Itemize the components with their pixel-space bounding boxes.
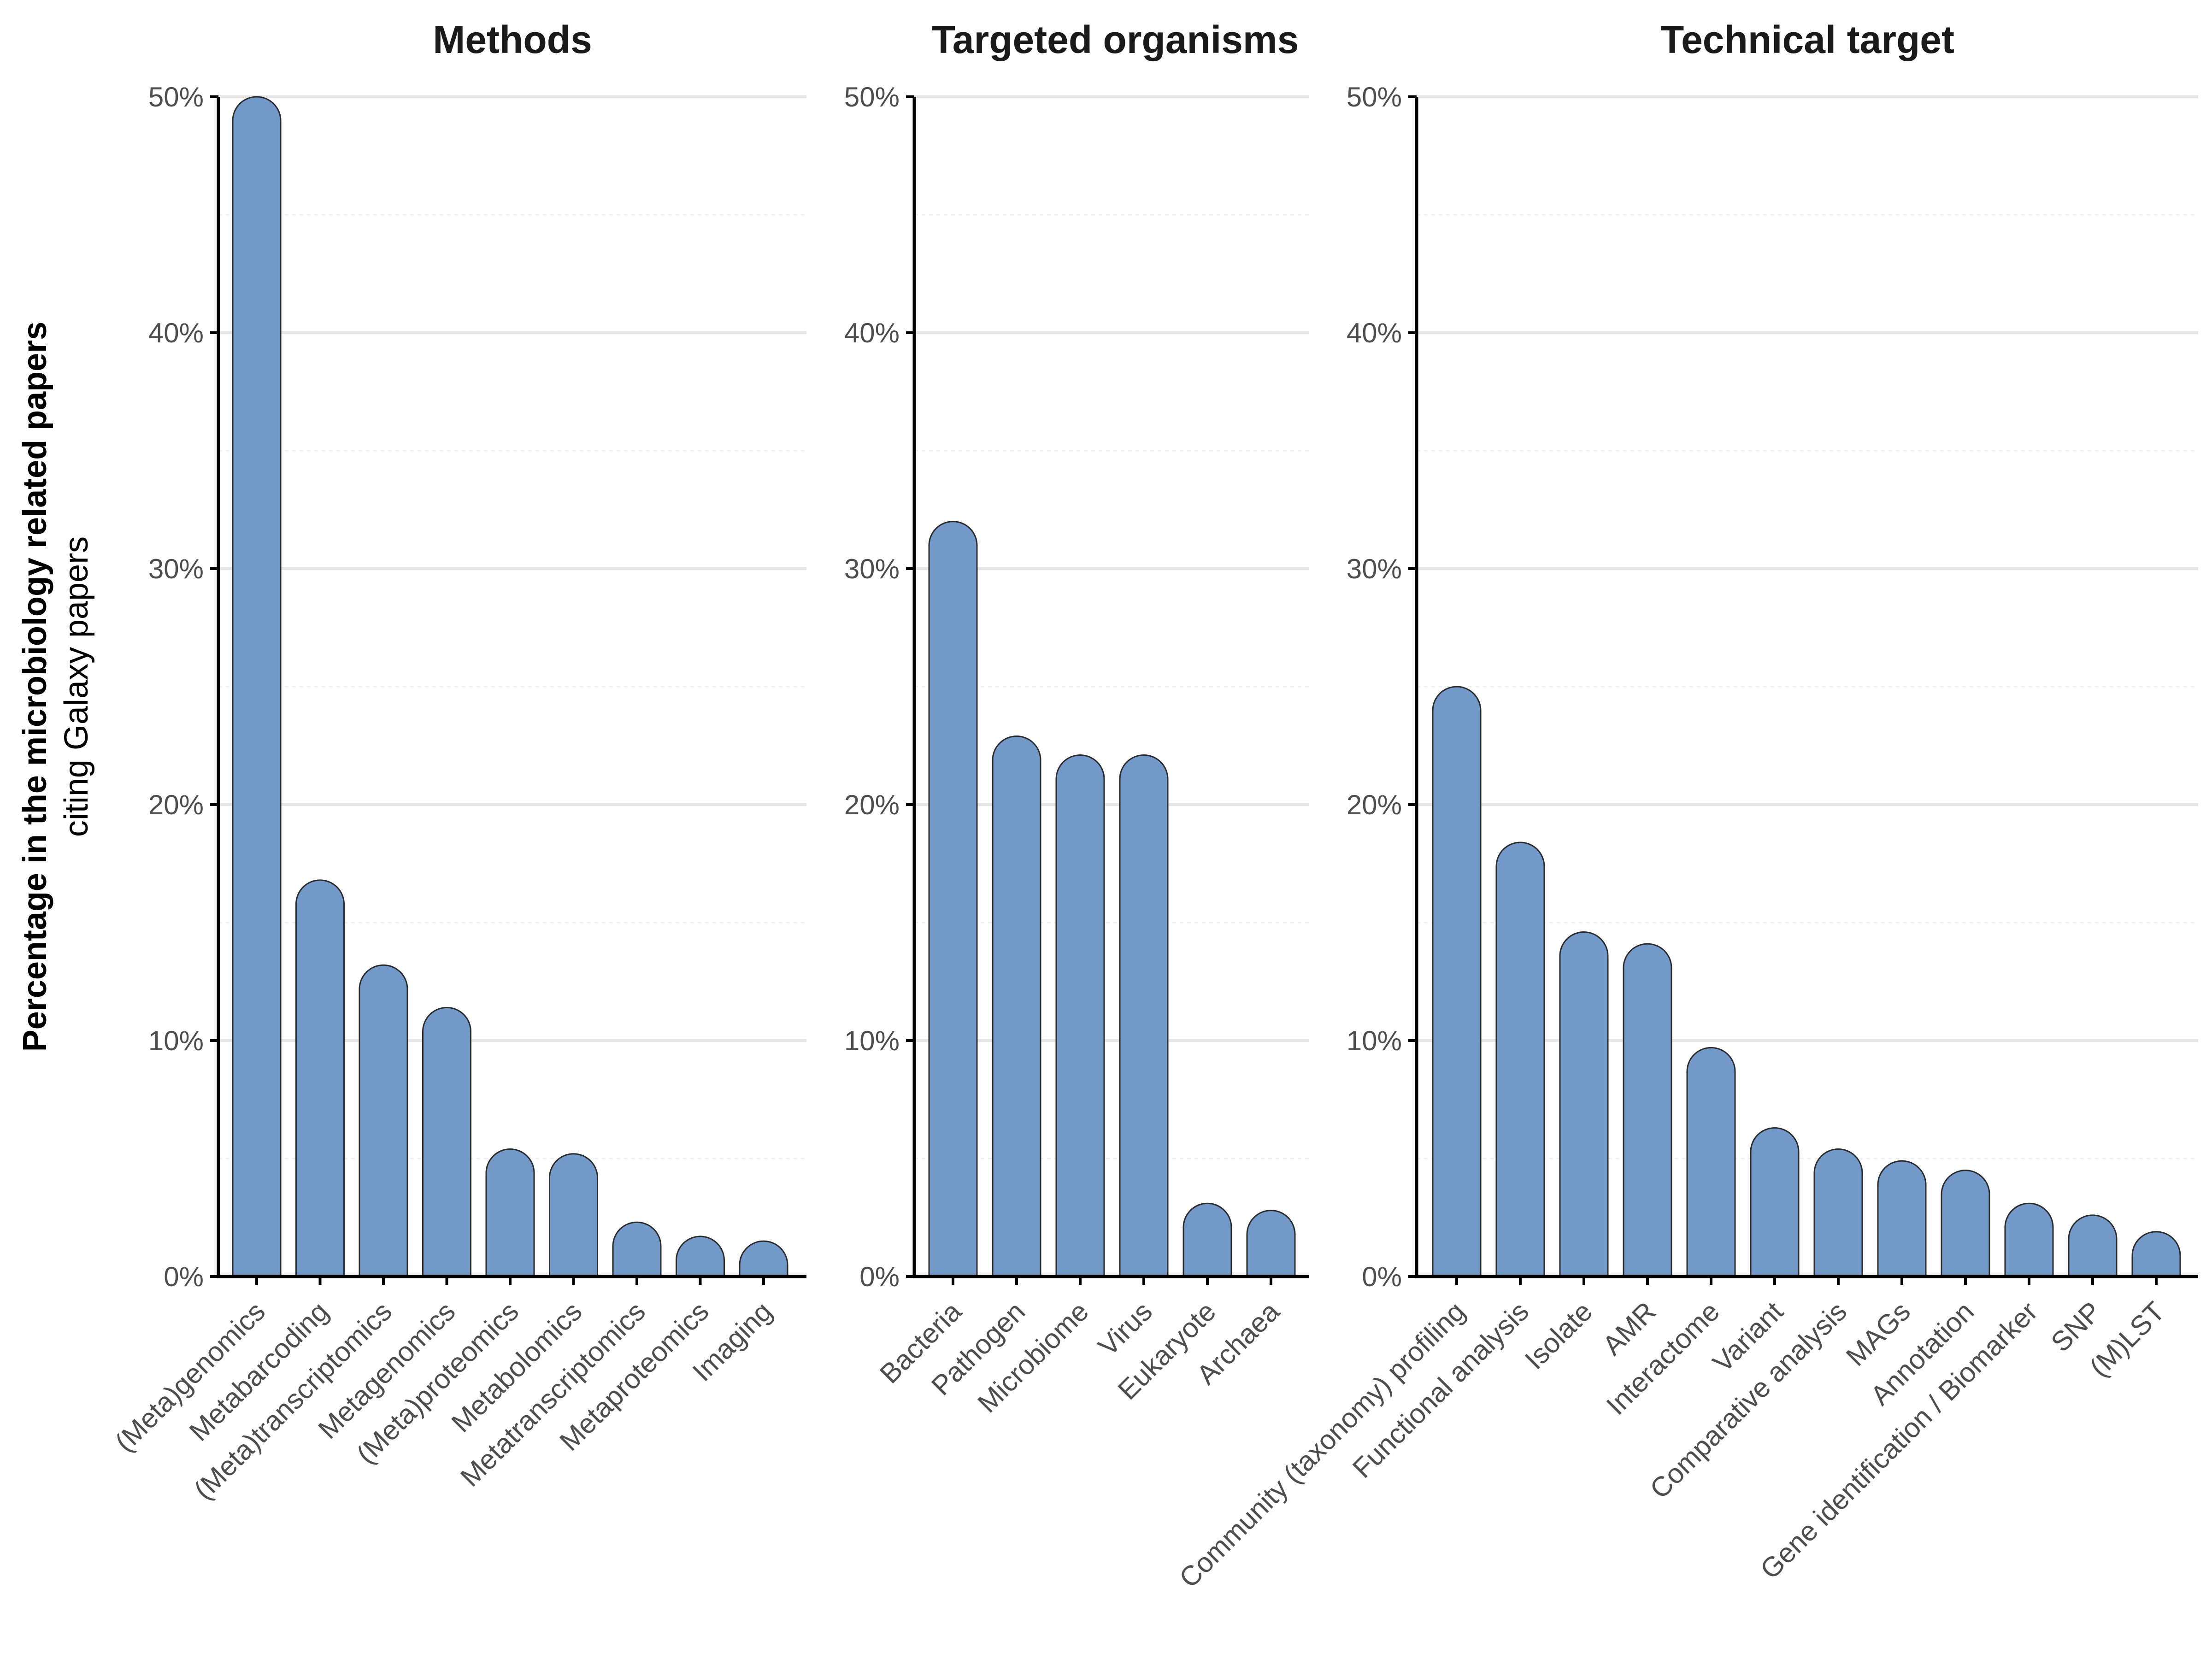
y-tick-label: 30% — [1347, 553, 1402, 584]
bar-microbiome — [1055, 754, 1105, 1277]
bar-archaea — [1246, 1210, 1296, 1277]
bar-gene-identification-biomarker — [2004, 1202, 2054, 1277]
bar-metaproteomics — [676, 1235, 725, 1277]
y-tick-label: 10% — [844, 1025, 900, 1056]
panel-title: Methods — [433, 18, 592, 61]
y-tick-label: 0% — [1362, 1261, 1402, 1292]
bar-imaging — [739, 1240, 788, 1277]
bar-isolate — [1559, 931, 1609, 1277]
x-tick-label: Community (taxonomy) profiling — [1173, 1296, 1471, 1594]
y-tick-label: 40% — [148, 318, 204, 348]
y-tick-label: 20% — [1347, 789, 1402, 820]
y-tick-label: 40% — [844, 318, 900, 348]
chart-panels: Methods0%10%20%30%40%50%(Meta)genomicsMe… — [109, 18, 2198, 1594]
y-tick-label: 30% — [844, 553, 900, 584]
bar-variant — [1750, 1127, 1800, 1277]
y-tick-label: 50% — [148, 82, 204, 112]
y-tick-label: 20% — [148, 789, 204, 820]
y-tick-label: 10% — [148, 1025, 204, 1056]
y-tick-label: 10% — [1347, 1025, 1402, 1056]
panel-1: Targeted organisms0%10%20%30%40%50%Bacte… — [844, 18, 1309, 1418]
y-tick-label: 30% — [148, 553, 204, 584]
bar-metagenomics — [422, 1006, 471, 1277]
y-tick-label: 0% — [164, 1261, 204, 1292]
panel-title: Targeted organisms — [932, 18, 1299, 61]
bar-community-taxonomy-profiling — [1432, 686, 1482, 1277]
bar-snp — [2068, 1214, 2118, 1277]
bar-eukaryote — [1182, 1202, 1232, 1277]
y-tick-label: 40% — [1347, 318, 1402, 348]
bar--meta-proteomics — [485, 1148, 535, 1277]
bar-metabarcoding — [295, 879, 345, 1277]
bar-comparative-analysis — [1813, 1148, 1863, 1277]
y-tick-label: 50% — [1347, 82, 1402, 112]
bar-amr — [1623, 943, 1672, 1277]
bar--meta-transcriptomics — [359, 964, 408, 1277]
bar--m-lst — [2131, 1231, 2181, 1277]
bar-mags — [1877, 1160, 1927, 1277]
bar-metatranscriptomics — [612, 1221, 662, 1277]
panel-0: Methods0%10%20%30%40%50%(Meta)genomicsMe… — [109, 18, 806, 1506]
y-axis-sublabel: citing Galaxy papers — [58, 536, 95, 837]
bar--meta-genomics — [232, 96, 282, 1277]
bar-bacteria — [928, 521, 978, 1277]
bar-interactome — [1686, 1047, 1736, 1277]
y-axis-label: Percentage in the microbiology related p… — [17, 322, 53, 1052]
bar-functional-analysis — [1495, 841, 1545, 1277]
panel-title: Technical target — [1660, 18, 1954, 61]
bar-annotation — [1941, 1170, 1990, 1277]
y-tick-label: 50% — [844, 82, 900, 112]
y-tick-label: 20% — [844, 789, 900, 820]
x-tick-label: Isolate — [1519, 1296, 1598, 1375]
bar-virus — [1119, 754, 1169, 1277]
bar-metabolomics — [549, 1153, 598, 1277]
y-tick-label: 0% — [859, 1261, 900, 1292]
bar-pathogen — [992, 735, 1041, 1277]
panel-2: Technical target 0% 10% 20% 30% 40% 50% Communi… — [1173, 18, 2198, 1594]
